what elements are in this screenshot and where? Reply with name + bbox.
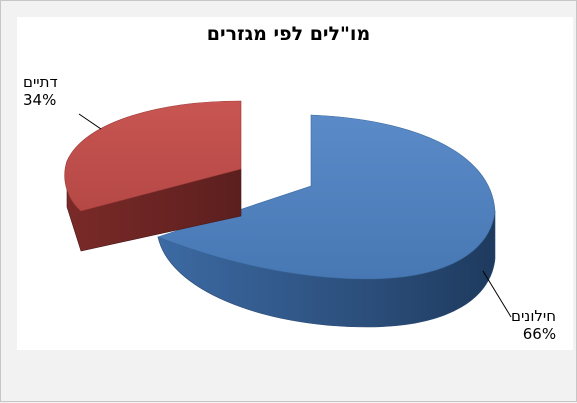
chart-title: מו"לים לפי מגזרים [206,23,371,45]
slice-name-secular: חילונים [511,307,557,325]
data-label-secular: חילונים 66% [511,307,556,343]
leader-line-religious [78,113,102,130]
slice-secular-top [157,114,496,280]
slice-value-religious: 34% [23,91,57,109]
slice-value-secular: 66% [522,325,557,343]
slice-religious-top [64,100,242,212]
slice-name-religious: דתיים [23,73,58,91]
leader-line-secular [482,270,512,318]
data-label-religious: דתיים 34% [23,73,58,109]
